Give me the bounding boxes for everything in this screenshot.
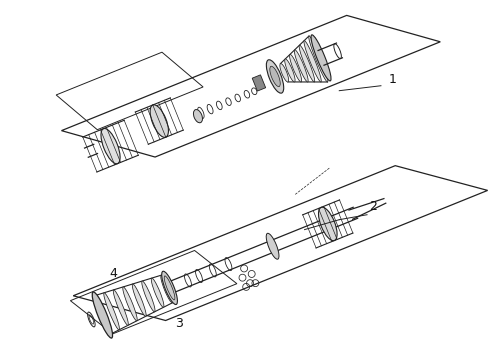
Ellipse shape — [267, 60, 284, 93]
Ellipse shape — [318, 207, 337, 241]
Text: 2: 2 — [369, 200, 377, 213]
Text: 1: 1 — [389, 73, 397, 86]
Ellipse shape — [94, 296, 111, 334]
Ellipse shape — [161, 275, 173, 303]
Ellipse shape — [285, 59, 295, 82]
Polygon shape — [252, 75, 266, 91]
Ellipse shape — [299, 45, 315, 82]
Ellipse shape — [92, 292, 113, 338]
Ellipse shape — [151, 278, 164, 307]
Ellipse shape — [304, 41, 321, 82]
Ellipse shape — [113, 290, 128, 325]
Ellipse shape — [294, 50, 308, 82]
Ellipse shape — [150, 105, 169, 138]
Ellipse shape — [101, 129, 120, 164]
Ellipse shape — [162, 271, 177, 305]
Ellipse shape — [142, 281, 155, 312]
Ellipse shape — [194, 109, 202, 123]
Ellipse shape — [311, 35, 331, 81]
Ellipse shape — [280, 63, 289, 82]
Ellipse shape — [309, 36, 328, 82]
Ellipse shape — [290, 54, 302, 82]
Text: 4: 4 — [109, 267, 117, 280]
Ellipse shape — [132, 284, 146, 316]
Ellipse shape — [123, 287, 137, 321]
Ellipse shape — [266, 233, 279, 259]
Ellipse shape — [104, 293, 120, 330]
Ellipse shape — [270, 66, 280, 87]
Text: 3: 3 — [175, 317, 183, 330]
